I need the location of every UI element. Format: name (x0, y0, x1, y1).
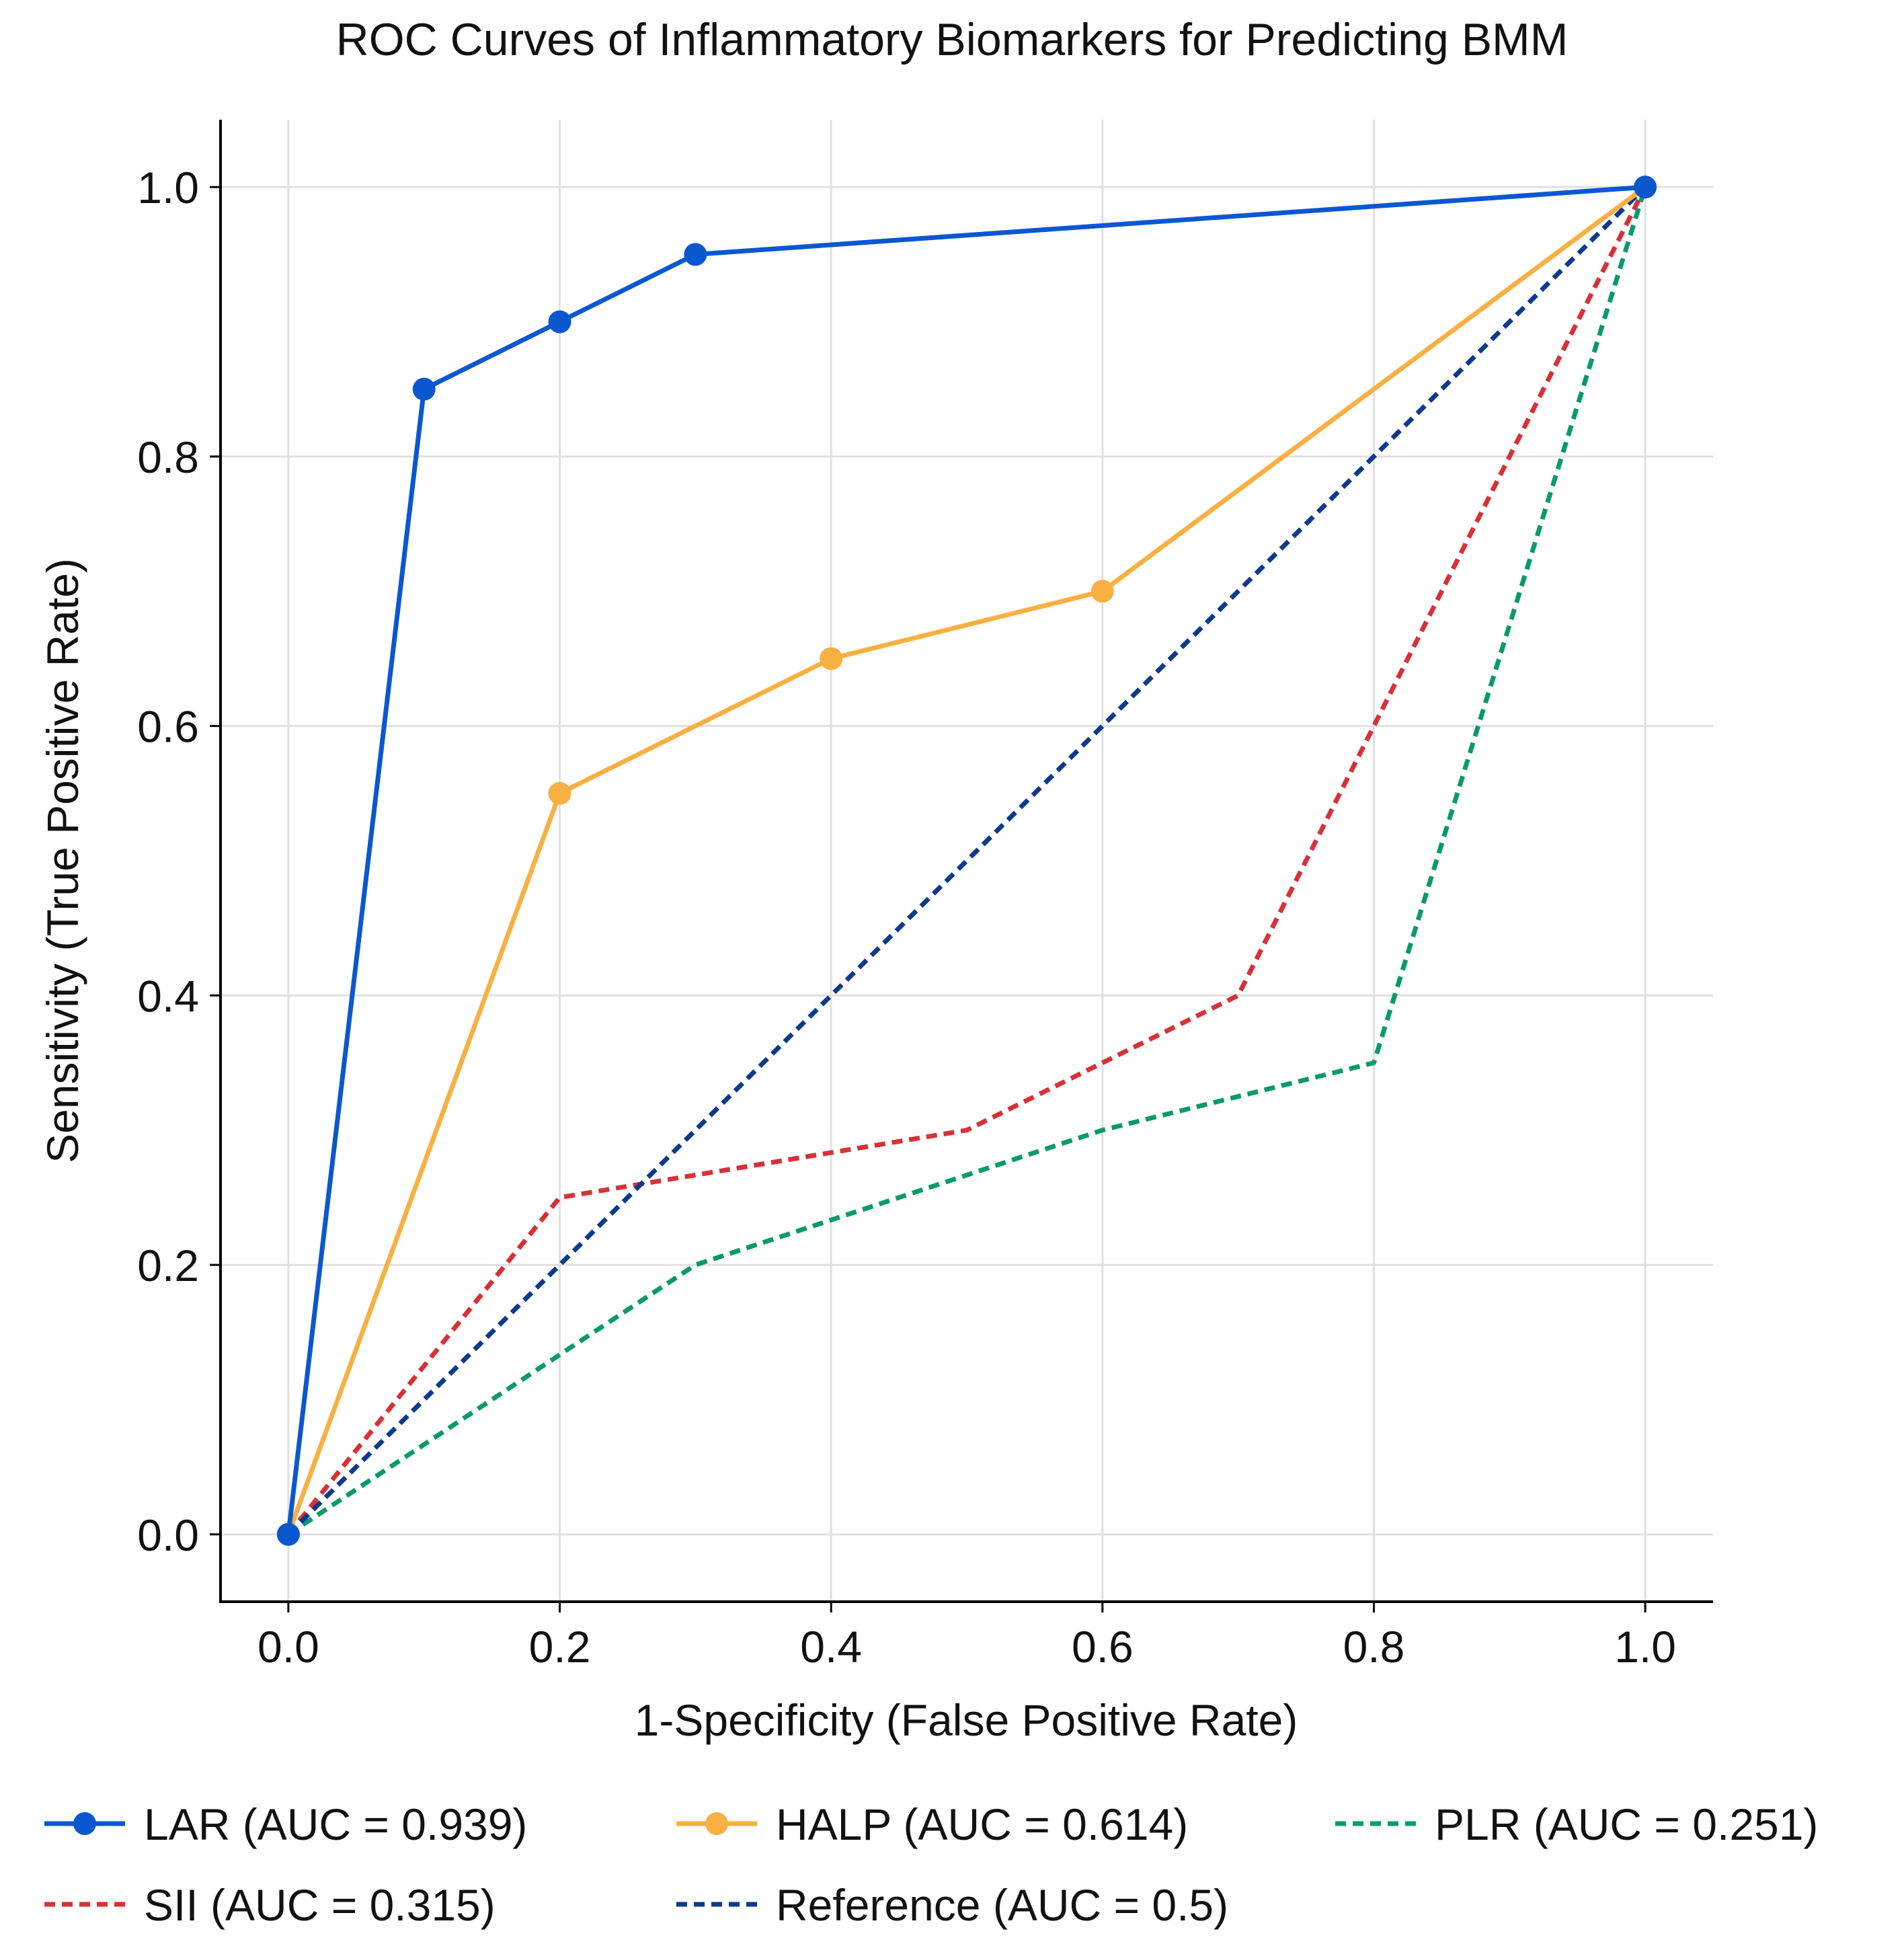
data-point-halp (1090, 580, 1114, 603)
series-line-plr (286, 186, 1648, 1536)
data-point-lar (276, 1522, 300, 1546)
y-ticks: 0.0 0.2 0.4 0.6 0.8 1.0 (137, 163, 221, 1560)
series-line-sii (286, 186, 1648, 1536)
x-tick-label: 0.8 (1343, 1622, 1405, 1672)
legend-label-reference: Reference (AUC = 0.5) (776, 1880, 1228, 1930)
legend-label-plr: PLR (AUC = 0.251) (1435, 1799, 1818, 1849)
chart-title: ROC Curves of Inflammatory Biomarkers fo… (336, 14, 1569, 65)
data-point-lar (1634, 176, 1657, 199)
y-axis-label: Sensitivity (True Positive Rate) (38, 558, 87, 1163)
grid-lines (221, 120, 1713, 1602)
y-tick-label: 0.0 (137, 1510, 199, 1560)
data-point-halp (820, 647, 843, 670)
y-tick-label: 0.8 (137, 432, 199, 482)
data-point-halp (548, 781, 571, 805)
x-tick-label: 0.4 (800, 1622, 862, 1672)
y-tick-label: 0.2 (137, 1241, 199, 1290)
y-tick-label: 0.4 (137, 971, 199, 1021)
data-point-lar (548, 310, 571, 334)
y-tick-label: 1.0 (137, 163, 199, 212)
y-tick-label: 0.6 (137, 702, 199, 752)
axes (219, 120, 1713, 1603)
series-lines (276, 176, 1657, 1546)
x-tick-label: 1.0 (1614, 1622, 1676, 1672)
legend-label-sii: SII (AUC = 0.315) (144, 1880, 495, 1930)
legend-label-lar: LAR (AUC = 0.939) (144, 1799, 527, 1849)
x-axis-label: 1-Specificity (False Positive Rate) (635, 1695, 1298, 1745)
series-line-reference (286, 185, 1647, 1536)
x-tick-label: 0.0 (257, 1622, 319, 1672)
data-point-lar (684, 243, 707, 266)
x-tick-label: 0.6 (1072, 1622, 1134, 1672)
x-tick-label: 0.2 (529, 1622, 591, 1672)
data-point-lar (412, 377, 436, 401)
legend-marker-lar (73, 1812, 96, 1835)
legend-label-halp: HALP (AUC = 0.614) (776, 1799, 1188, 1849)
x-ticks: 0.0 0.2 0.4 0.6 0.8 1.0 (257, 1602, 1676, 1672)
legend-marker-halp (705, 1812, 728, 1835)
legend: LAR (AUC = 0.939) HALP (AUC = 0.614) PLR (… (44, 1799, 1818, 1930)
